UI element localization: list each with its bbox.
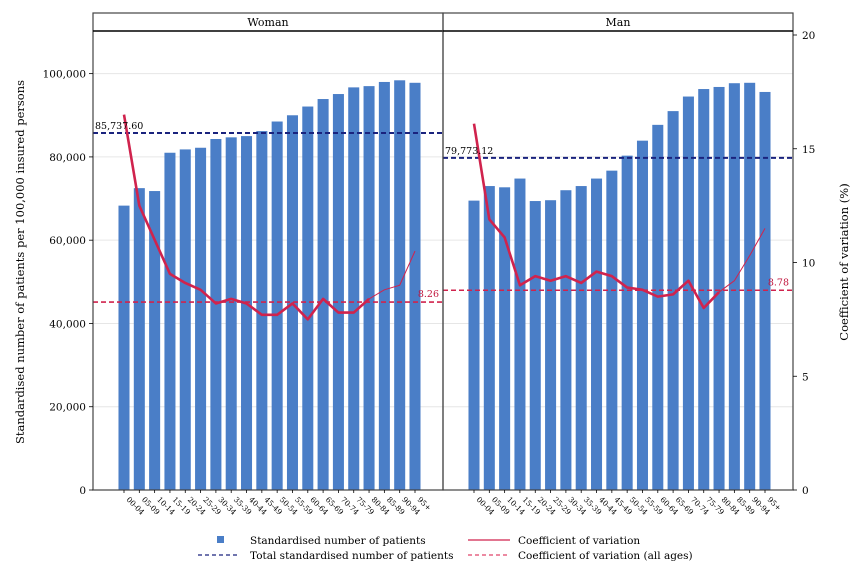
- bar-man-5: [545, 200, 556, 490]
- bar-woman-14: [333, 94, 344, 490]
- legend-label: Coefficient of variation (all ages): [518, 550, 693, 562]
- bar-woman-0: [118, 206, 129, 490]
- bar-woman-10: [272, 122, 283, 490]
- total-label-woman: 85,737.60: [95, 121, 143, 132]
- cv-line-tail-man: [719, 228, 765, 292]
- bar-man-1: [484, 186, 495, 490]
- bar-man-17: [729, 83, 740, 490]
- bar-woman-2: [149, 191, 160, 490]
- total-label-man: 79,773.12: [445, 146, 493, 157]
- bar-woman-12: [302, 107, 313, 490]
- y-tick-label: 100,000: [43, 69, 86, 81]
- bar-man-12: [652, 125, 663, 490]
- cv-all-label-man: 8.78: [768, 277, 789, 288]
- y-tick-label: 40,000: [49, 318, 86, 330]
- bar-man-0: [468, 201, 479, 490]
- bar-man-10: [622, 156, 633, 490]
- cv-line-tail-woman: [369, 251, 415, 299]
- y-tick-label: 60,000: [49, 235, 86, 247]
- bar-woman-8: [241, 136, 252, 490]
- bar-man-9: [606, 171, 617, 490]
- bar-woman-4: [180, 149, 191, 490]
- legend-label: Total standardised number of patients: [250, 550, 454, 562]
- bar-man-6: [560, 190, 571, 490]
- bar-man-8: [591, 179, 602, 490]
- legend-label: Standardised number of patients: [250, 535, 426, 547]
- legend-label: Coefficient of variation: [518, 535, 640, 547]
- bar-woman-16: [364, 86, 375, 490]
- bar-man-7: [576, 186, 587, 490]
- y-axis-label: Standardised number of patients per 100,…: [13, 80, 27, 444]
- panel-title-woman: Woman: [247, 16, 288, 29]
- legend-swatch-bars: [217, 536, 224, 543]
- y-tick-label: 0: [79, 485, 86, 497]
- bar-woman-1: [134, 188, 145, 490]
- y2-tick-label: 20: [802, 30, 815, 42]
- bar-woman-6: [210, 139, 221, 490]
- bar-man-13: [668, 111, 679, 490]
- bar-man-14: [683, 97, 694, 490]
- bar-woman-17: [379, 82, 390, 490]
- bar-woman-15: [348, 87, 359, 490]
- panel-frame-man: [443, 13, 793, 490]
- panel-frame-woman: [93, 13, 443, 490]
- bar-woman-19: [409, 83, 420, 490]
- cv-all-label-woman: 8.26: [418, 289, 439, 300]
- y-tick-label: 80,000: [49, 152, 86, 164]
- y2-axis-label: Coefficient of variation (%): [837, 183, 851, 340]
- bar-woman-5: [195, 148, 206, 490]
- y2-tick-label: 15: [802, 144, 815, 156]
- bar-woman-13: [318, 99, 329, 490]
- bar-woman-7: [226, 137, 237, 490]
- panel-title-man: Man: [606, 16, 631, 29]
- y-tick-label: 20,000: [49, 402, 86, 414]
- bar-woman-3: [164, 153, 175, 490]
- bar-man-11: [637, 141, 648, 490]
- bar-man-16: [714, 87, 725, 490]
- bar-man-18: [744, 83, 755, 490]
- y2-tick-label: 0: [802, 485, 809, 497]
- bar-man-4: [530, 201, 541, 490]
- y2-tick-label: 10: [802, 258, 815, 270]
- bar-man-3: [514, 179, 525, 490]
- y2-tick-label: 5: [802, 371, 809, 383]
